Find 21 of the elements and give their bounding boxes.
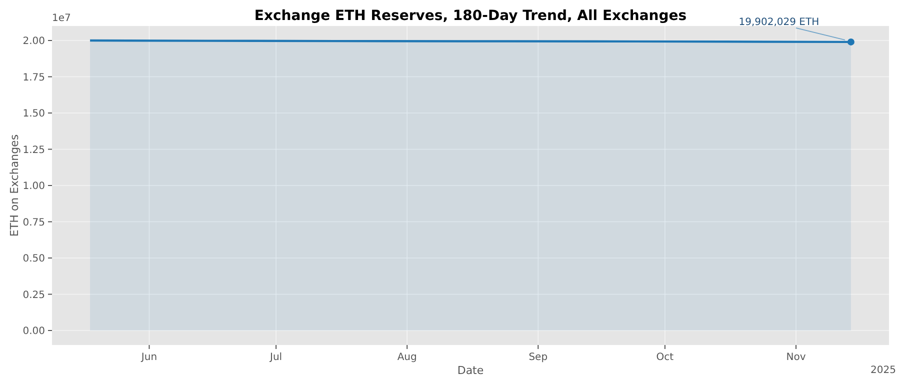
y-tick-label: 1.50 bbox=[22, 108, 45, 120]
y-tick-label: 0.50 bbox=[22, 254, 45, 264]
y-tick-label: 0.75 bbox=[22, 217, 45, 228]
y-tick-label: 1.75 bbox=[22, 72, 45, 84]
y-tick-label: 0.00 bbox=[22, 326, 45, 337]
y-axis-title: ETH on Exchanges bbox=[8, 134, 21, 237]
x-tick-label: Jul bbox=[269, 352, 282, 363]
text: 2025 bbox=[870, 365, 896, 376]
y-tick-label: 2.00 bbox=[22, 36, 45, 47]
x-tick-label: Jun bbox=[140, 352, 158, 363]
text: 1e7 bbox=[52, 13, 71, 24]
x-tick-label: Nov bbox=[786, 352, 806, 363]
y-tick-label: 1.00 bbox=[22, 181, 45, 192]
annotation: 19,902,029 ETH bbox=[738, 16, 820, 28]
y-tick-label: 1.25 bbox=[22, 144, 45, 156]
x-tick-label: Aug bbox=[397, 352, 417, 363]
x-tick-label: Sep bbox=[528, 352, 548, 363]
x-axis-title: Date bbox=[457, 364, 484, 377]
y-tick-label: 0.25 bbox=[22, 290, 45, 301]
x-tick-label: Oct bbox=[656, 352, 674, 363]
chart-title: Exchange ETH Reserves, 180-Day Trend, All Exchanges bbox=[254, 8, 687, 24]
